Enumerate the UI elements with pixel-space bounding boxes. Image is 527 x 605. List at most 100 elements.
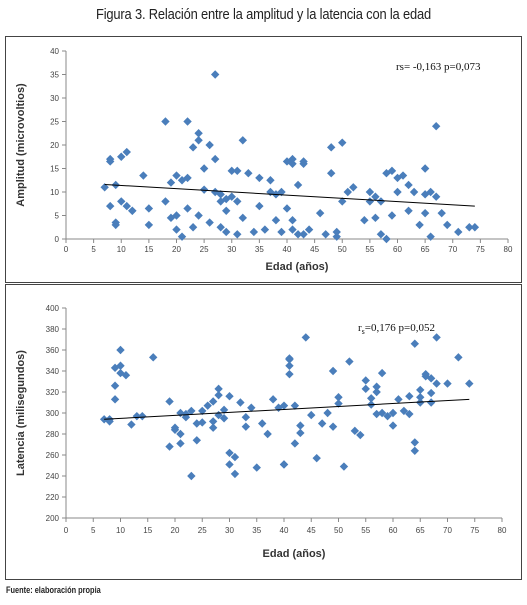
amplitude-data-point [177,232,187,241]
latency-x-tick-label: 15 [143,526,152,535]
amplitude-data-point [122,201,131,211]
amplitude-data-point [233,197,242,206]
amplitude-data-point [188,143,198,152]
latency-data-point [214,410,223,420]
amplitude-data-point [431,122,441,131]
amplitude-data-point [271,216,281,225]
latency-data-point [345,357,354,366]
figure-title: Figura 3. Relación entre la amplitud y l… [96,6,431,23]
amplitude-data-point [210,154,220,164]
latency-data-point [121,371,131,380]
latency-y-tick-label: 220 [46,493,60,502]
latency-x-tick-label: 5 [91,526,96,535]
latency-data-point [410,339,419,348]
latency-x-axis-label: Edad (años) [263,548,326,560]
amplitude-chart-panel: 0 5 10 15 20 25 30 35 40 0 5 10 15 20 25 30 35 40 45 50 55 60… [5,36,522,283]
amplitude-x-tick-label: 15 [144,245,153,254]
amplitude-data-point [161,197,170,206]
latency-data-point [138,411,147,421]
latency-data-point [372,409,381,419]
amplitude-data-point [404,206,413,215]
amplitude-data-point [409,187,419,197]
amplitude-y-tick-label: 15 [50,165,59,174]
latency-correlation-annotation: rs=0,176 p=0,052 [358,322,435,336]
amplitude-data-point [431,192,441,201]
amplitude-data-point [288,154,297,164]
amplitude-data-point [139,171,148,180]
amplitude-data-point [299,230,308,239]
latency-y-tick-label: 360 [46,346,60,355]
latency-y-tick-label: 280 [46,430,60,439]
amplitude-x-tick-label: 80 [504,245,513,254]
amplitude-data-point [426,232,435,241]
latency-data-point [225,448,234,458]
amplitude-y-tick-label: 20 [50,141,59,150]
amplitude-y-axis-label: Amplitud (microvoltios) [15,83,27,207]
amplitude-data-point [338,197,347,206]
amplitude-data-point [393,187,402,197]
latency-data-point [176,439,185,448]
latency-data-point [334,399,343,408]
latency-scatter-chart: 200 220 240 260 280 300 320 340 360 380 400 0 5 10 15 2… [15,304,507,560]
amplitude-data-point [238,136,247,145]
latency-x-tick-label: 70 [443,526,452,535]
latency-data-point [301,333,310,342]
latency-trend-line [104,398,470,420]
latency-data-point [198,418,207,427]
amplitude-data-point [199,185,209,194]
latency-data-point [339,462,349,471]
latency-data-point [405,409,414,419]
latency-data-point [247,403,256,412]
latency-data-point [203,401,212,410]
latency-data-point [187,471,196,481]
amplitude-data-point [437,208,446,218]
amplitude-data-point [172,225,181,234]
amplitude-correlation-annotation: rs= -0,163 p=0,073 [396,61,481,73]
latency-x-tick-label: 60 [389,526,398,535]
latency-data-point [388,408,398,418]
latency-data-point [361,376,370,385]
latency-data-point [268,395,278,404]
amplitude-data-point [205,140,214,150]
latency-data-point [214,390,223,400]
latency-y-tick-label: 380 [46,325,60,334]
latency-data-point [416,393,425,402]
latency-data-point [165,397,174,406]
amplitude-data-point [349,183,358,192]
latency-data-point [334,393,343,402]
amplitude-data-point [106,201,115,211]
latency-y-axis-label: Latencia (milisegundos) [15,350,27,476]
latency-data-point [116,345,125,355]
amplitude-data-point [470,223,480,232]
latency-data-point [110,381,120,390]
latency-data-point [383,411,392,421]
latency-data-point [405,392,414,401]
amplitude-data-point [183,173,192,183]
amplitude-data-point [166,178,176,187]
latency-data-point [208,423,218,432]
latency-data-point [236,398,245,407]
latency-data-point [258,419,267,428]
amplitude-scatter-chart: 0 5 10 15 20 25 30 35 40 0 5 10 15 20 25 30 35 40 45 50 55 60… [15,47,513,273]
amplitude-data-point [216,190,225,199]
latency-data-point [192,436,201,445]
amplitude-x-tick-label: 65 [421,245,430,254]
latency-x-tick-label: 30 [225,526,234,535]
latency-data-point [356,430,365,440]
latency-x-tick-label: 55 [361,526,370,535]
amplitude-y-tick-label: 0 [55,235,60,244]
latency-x-tick-label: 35 [252,526,261,535]
amplitude-data-point [255,173,264,183]
latency-data-point [219,414,229,423]
amplitude-x-tick-label: 0 [64,245,69,254]
latency-data-point [192,419,201,428]
amplitude-x-tick-label: 30 [227,245,236,254]
latency-data-point [426,398,436,407]
amplitude-x-tick-label: 5 [91,245,96,254]
latency-x-tick-label: 80 [498,526,507,535]
amplitude-data-point [304,225,314,234]
amplitude-data-point [321,230,330,239]
amplitude-y-tick-label: 40 [50,47,59,56]
latency-data-point [263,429,272,439]
amplitude-data-point [205,218,214,227]
